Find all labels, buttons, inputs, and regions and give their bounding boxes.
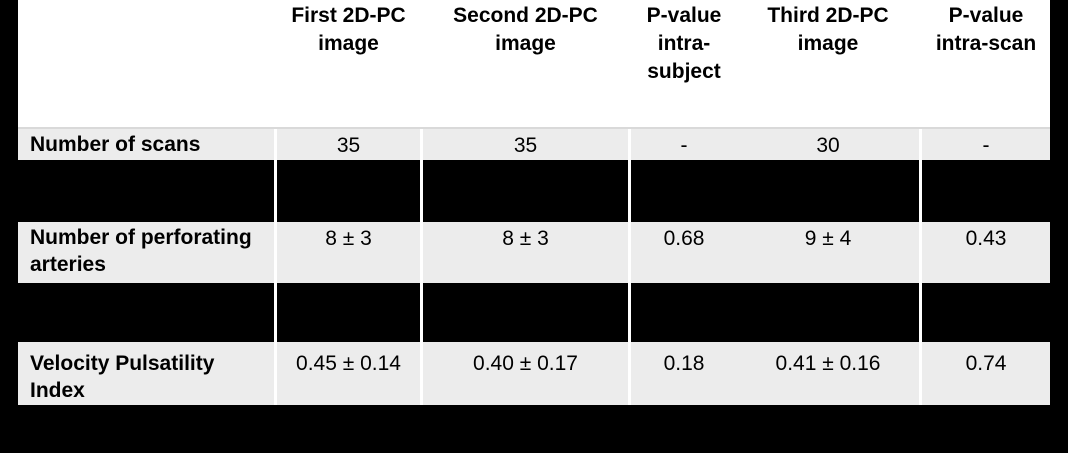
spacer-cell [737,283,922,342]
value-cell: 8 ± 3 [423,222,631,283]
spacer-cell [922,160,1050,222]
spacer-cell [18,283,277,342]
row-label-cell: Velocity Pulsatility Index [18,342,277,405]
spacer-cell [277,160,423,222]
header-line: P-value [948,4,1024,27]
header-cell-third-2dpc: Third 2D-PC image [737,0,922,127]
spacer-cell [18,160,277,222]
value-cell: 0.68 [631,222,737,283]
row-label: Velocity Pulsatility [30,352,215,375]
spacer-cell [737,160,922,222]
spacer-cell [631,283,737,342]
spacer-cell [631,160,737,222]
value-cell: 0.41 ± 0.16 [737,342,922,405]
spacer-cell [922,283,1050,342]
value-cell: 8 ± 3 [277,222,423,283]
header-cell-second-2dpc: Second 2D-PC image [423,0,631,127]
header-line: Second 2D-PC [453,4,598,27]
value-cell: 35 [423,129,631,160]
row-label: Number of perforating [30,226,252,249]
header-cell-first-2dpc: First 2D-PC image [277,0,423,127]
header-cell-empty [18,0,277,127]
header-line: intra- [657,32,711,55]
header-line: intra-scan [935,32,1037,55]
value-cell: 0.74 [922,342,1050,405]
header-line: image [318,32,379,55]
table-row-velocity-pulsatility-index: Velocity Pulsatility Index 0.45 ± 0.14 0… [18,342,1050,405]
header-line: subject [647,60,721,83]
results-table: First 2D-PC image Second 2D-PC image P-v… [18,0,1050,405]
value-cell: - [922,129,1050,160]
value-cell: 0.40 ± 0.17 [423,342,631,405]
header-line: P-value [646,4,722,27]
header-line: image [797,32,859,55]
value-cell: 30 [737,129,922,160]
header-line: Third 2D-PC [767,4,889,27]
row-label: Index [30,379,85,402]
value-cell: 0.18 [631,342,737,405]
header-cell-pvalue-intra-scan: P-value intra-scan [922,0,1050,127]
value-cell: 35 [277,129,423,160]
header-line: image [495,32,556,55]
table-row-perforating-arteries: Number of perforating arteries 8 ± 3 8 ±… [18,222,1050,283]
value-cell: 0.43 [922,222,1050,283]
spacer-cell [423,283,631,342]
header-row: First 2D-PC image Second 2D-PC image P-v… [18,0,1050,127]
spacer-cell [423,160,631,222]
table-row-number-of-scans: Number of scans 35 35 - 30 - [18,127,1050,160]
spacer-row [18,160,1050,222]
spacer-row [18,283,1050,342]
value-cell: - [631,129,737,160]
header-cell-pvalue-intra-subject: P-value intra- subject [631,0,737,127]
row-label-cell: Number of scans [18,129,277,160]
row-label: Number of scans [30,133,201,156]
value-cell: 9 ± 4 [737,222,922,283]
spacer-cell [277,283,423,342]
row-label: arteries [30,253,106,276]
value-cell: 0.45 ± 0.14 [277,342,423,405]
header-line: First 2D-PC [291,4,406,27]
row-label-cell: Number of perforating arteries [18,222,277,283]
